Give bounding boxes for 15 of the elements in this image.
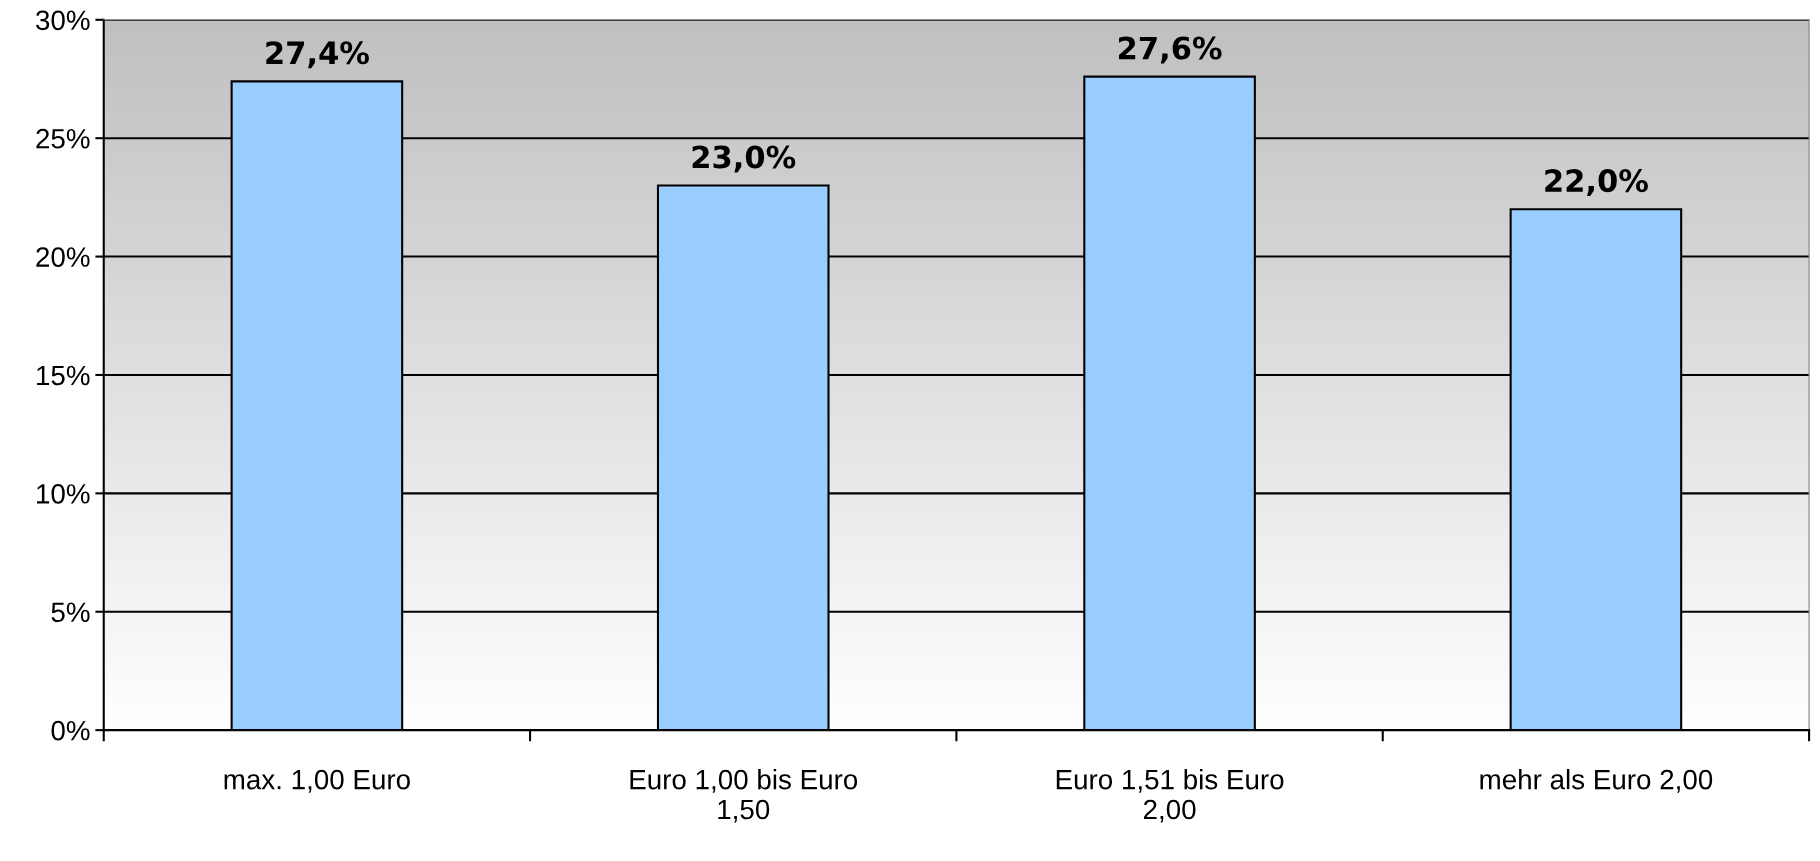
data-label: 27,4% (266, 41, 369, 69)
data-label: 23,0% (692, 145, 796, 173)
y-tick-label: 20% (36, 247, 90, 267)
x-tick-label: Euro 1,00 bis Euro 1,50 (630, 769, 858, 823)
y-tick-label: 30% (36, 10, 90, 31)
y-tick-label: 10% (37, 484, 90, 504)
x-tick-label: Euro 1,51 bis Euro 2,00 (1056, 769, 1284, 823)
y-tick-label: 0% (51, 720, 90, 741)
y-tick-label: 15% (37, 365, 90, 386)
x-tick-label: mehr als Euro 2,00 (1480, 769, 1713, 793)
data-label: 27,6% (1118, 36, 1222, 64)
y-tick-label: 25% (36, 128, 90, 149)
x-tick-label: max. 1,00 Euro (224, 769, 410, 793)
y-tick-label: 5% (51, 602, 90, 623)
data-label: 22,0% (1545, 169, 1648, 197)
